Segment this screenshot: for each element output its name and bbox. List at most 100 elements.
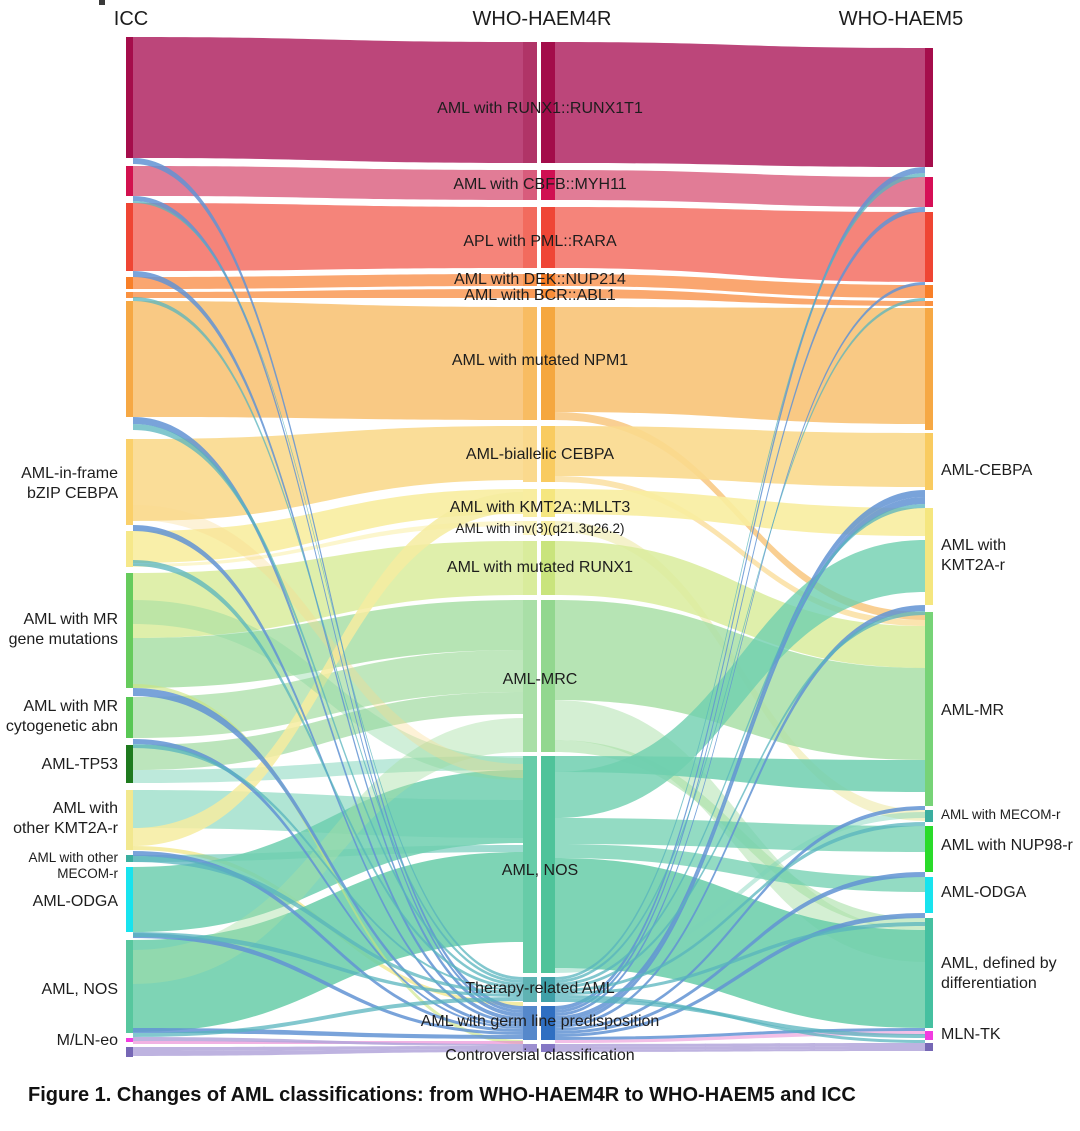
sankey-node-haem4r: [541, 307, 555, 420]
sankey-link: [133, 203, 523, 271]
node-label: AML with NUP98-r: [941, 837, 1074, 854]
node-label: AML with other MECOM-r: [28, 850, 118, 881]
sankey-link: [133, 492, 523, 846]
sankey-link: [555, 812, 925, 973]
sankey-link: [555, 476, 925, 626]
node-label: Therapy-related AML: [465, 980, 615, 997]
sankey-link: [133, 289, 523, 298]
node-label: AML, defined by differentiation: [941, 955, 1057, 992]
sankey-node-haem4r: [541, 489, 555, 517]
sankey-node-icc: [126, 790, 133, 850]
sankey-link: [555, 207, 925, 1013]
sankey-node-haem4r: [541, 170, 555, 200]
sankey-node-haem4r: [523, 170, 537, 200]
sankey-link: [133, 166, 523, 200]
sankey-node-haem4r: [523, 489, 537, 517]
sankey-link: [555, 1049, 925, 1052]
sankey-link: [133, 688, 523, 1027]
sankey-node-icc: [126, 867, 133, 932]
crop-artifact: [99, 0, 105, 5]
sankey-node-haem4r: [523, 207, 537, 268]
node-label: AML-MRC: [503, 671, 578, 688]
sankey-link: [133, 1037, 523, 1046]
sankey-node-haem4r: [541, 1044, 555, 1052]
node-label: AML, NOS: [502, 862, 578, 879]
sankey-link: [133, 1049, 523, 1056]
node-label: AML-ODGA: [941, 884, 1027, 901]
sankey-node-haem5: [925, 508, 933, 605]
sankey-node-haem5: [925, 810, 933, 822]
node-label: AML, NOS: [42, 981, 118, 998]
sankey-link: [133, 770, 523, 932]
sankey-link: [555, 1046, 925, 1050]
sankey-link: [555, 806, 925, 1031]
sankey-link: [133, 692, 523, 770]
sankey-node-icc: [126, 697, 133, 738]
sankey-link: [133, 426, 523, 521]
sankey-node-icc: [126, 439, 133, 525]
node-label: AML with germ line predisposition: [421, 1013, 660, 1030]
sankey-node-icc: [126, 292, 133, 298]
sankey-link: [133, 739, 523, 1029]
sankey-link: [555, 207, 925, 282]
sankey-link: [555, 998, 925, 1038]
sankey-node-icc: [126, 1038, 133, 1042]
sankey-node-haem5: [925, 826, 933, 872]
node-label: AML-biallelic CEBPA: [466, 446, 615, 463]
sankey-node-haem5: [925, 612, 933, 806]
sankey-link: [555, 504, 925, 986]
sankey-link: [555, 282, 925, 1016]
sankey-node-haem5: [925, 301, 933, 306]
sankey-link: [133, 196, 523, 1013]
sankey-link: [133, 1046, 523, 1051]
sankey-node-haem5: [925, 177, 933, 207]
node-label: AML with inv(3)(q21.3q26.2): [455, 521, 624, 536]
column-header-who-haem4r: WHO-HAEM4R: [472, 8, 612, 30]
sankey-link: [555, 42, 925, 167]
sankey-node-haem4r: [541, 977, 555, 1002]
sankey-link: [555, 605, 925, 1028]
sankey-node-haem5: [925, 285, 933, 298]
sankey-node-haem4r: [523, 1044, 537, 1052]
sankey-node-icc: [126, 203, 133, 271]
sankey-node-haem4r: [523, 541, 537, 595]
sankey-node-haem4r: [541, 274, 555, 286]
sankey-link: [555, 274, 925, 298]
sankey-link: [555, 307, 925, 424]
sankey-node-haem4r: [541, 207, 555, 268]
sankey-link: [555, 541, 925, 668]
node-label: AML with MR cytogenetic abn: [6, 698, 118, 735]
sankey-link: [555, 426, 925, 487]
node-label: AML with RUNX1::RUNX1T1: [437, 100, 643, 117]
node-label: AML with KMT2A-r: [941, 537, 1006, 574]
sankey-link: [133, 684, 523, 1044]
node-label: AML with KMT2A::MLLT3: [450, 499, 631, 516]
node-label: MLN-TK: [941, 1026, 1001, 1043]
node-label: M/LN-eo: [57, 1032, 118, 1049]
sankey-node-haem4r: [541, 600, 555, 752]
node-label: AML with DEK::NUP214: [454, 271, 626, 288]
sankey-link: [133, 158, 523, 1010]
sankey-link: [133, 997, 523, 1037]
sankey-link: [133, 933, 523, 1035]
sankey-link: [133, 489, 523, 563]
sankey-node-haem5: [925, 877, 933, 913]
sankey-node-icc: [126, 531, 133, 567]
sankey-link: [133, 201, 523, 980]
sankey-node-haem4r: [541, 426, 555, 482]
sankey-node-haem4r: [541, 42, 555, 163]
sankey-link: [555, 170, 925, 207]
sankey-link: [133, 297, 523, 983]
sankey-link: [555, 858, 925, 1028]
sankey-link: [133, 718, 523, 984]
sankey-link: [133, 301, 523, 420]
sankey-link: [555, 167, 925, 1010]
sankey-node-haem4r: [541, 521, 555, 535]
sankey-link: [133, 521, 523, 567]
sankey-node-haem5: [925, 433, 933, 490]
sankey-link: [555, 913, 925, 1037]
sankey-node-icc: [126, 745, 133, 783]
sankey-node-haem4r: [523, 42, 537, 163]
